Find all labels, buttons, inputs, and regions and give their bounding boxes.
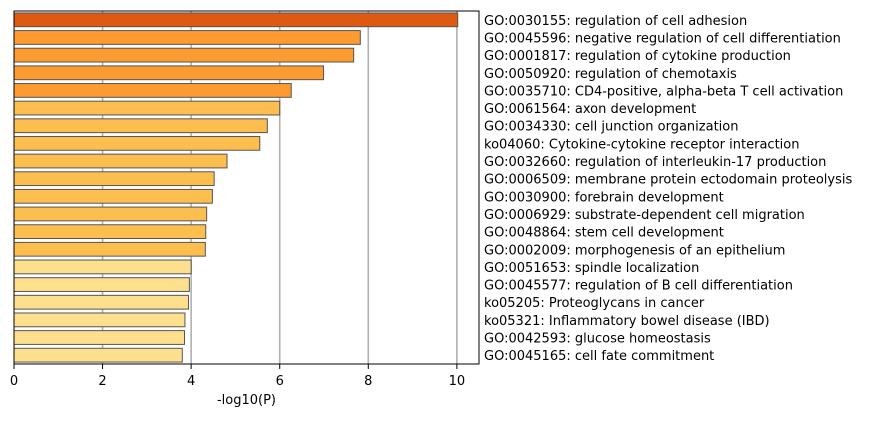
category-label: GO:0051653: spindle localization: [484, 261, 699, 276]
bar: [13, 83, 292, 98]
bar: [13, 12, 459, 28]
category-label: GO:0001817: regulation of cytokine produ…: [484, 49, 791, 64]
category-label: GO:0061564: axon development: [484, 102, 696, 117]
bar: [13, 153, 228, 169]
bar: [13, 188, 213, 204]
grid-lines: [101, 11, 458, 364]
bar: [13, 206, 208, 222]
x-tick-label: 4: [187, 374, 195, 389]
bar: [13, 118, 268, 134]
x-tick-label: 10: [449, 374, 466, 389]
category-label: GO:0006929: substrate-dependent cell mig…: [484, 208, 805, 223]
category-label: GO:0002009: morphogenesis of an epitheli…: [484, 243, 785, 258]
category-label: GO:0035710: CD4-positive, alpha-beta T c…: [484, 84, 843, 99]
category-labels: GO:0030155: regulation of cell adhesion G…: [484, 14, 852, 364]
bar: [13, 30, 361, 45]
bar: [13, 259, 192, 275]
category-label: GO:0030155: regulation of cell adhesion: [484, 14, 747, 29]
bar: [13, 65, 325, 81]
bar: [13, 241, 206, 257]
category-label: GO:0048864: stem cell development: [484, 226, 724, 241]
category-label: GO:0045577: regulation of B cell differe…: [484, 279, 793, 294]
x-tick-label: 8: [364, 374, 372, 389]
bar: [13, 47, 355, 63]
bar: [13, 224, 207, 240]
bar: [13, 330, 185, 345]
category-label: ko05205: Proteoglycans in cancer: [484, 296, 705, 311]
category-label: GO:0032660: regulation of interleukin-17…: [484, 155, 826, 170]
category-label: GO:0045165: cell fate commitment: [484, 349, 714, 364]
category-label: GO:0034330: cell junction organization: [484, 120, 738, 135]
plot-frame: [13, 10, 480, 365]
x-tick-label: 6: [276, 374, 284, 389]
x-tick-label: 2: [98, 374, 106, 389]
category-label: GO:0006509: membrane protein ectodomain …: [484, 173, 852, 188]
bar: [13, 294, 189, 310]
bar: [13, 312, 186, 328]
x-axis-ticks: 0 2 4 6 8 10: [10, 364, 465, 389]
bar: [13, 100, 281, 116]
x-axis-label: -log10(P): [217, 393, 276, 408]
category-label: ko05321: Inflammatory bowel disease (IBD…: [484, 314, 770, 329]
category-label: GO:0045596: negative regulation of cell …: [484, 31, 841, 46]
bar: [13, 277, 190, 292]
category-label: ko04060: Cytokine-cytokine receptor inte…: [484, 137, 799, 152]
x-tick-label: 0: [10, 374, 18, 389]
category-label: GO:0030900: forebrain development: [484, 190, 724, 205]
category-label: GO:0042593: glucose homeostasis: [484, 332, 711, 347]
bar: [13, 347, 183, 363]
bar: [13, 171, 215, 187]
bar: [13, 135, 261, 151]
bars: [13, 12, 459, 363]
category-label: GO:0050920: regulation of chemotaxis: [484, 67, 737, 82]
